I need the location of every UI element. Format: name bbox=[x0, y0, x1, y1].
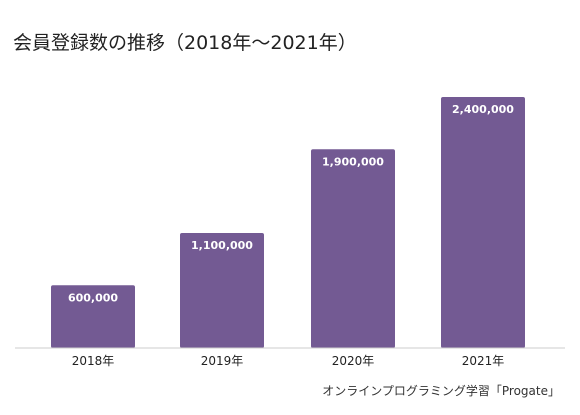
value-label-3: 1,900,000 bbox=[322, 155, 384, 168]
bar-2 bbox=[180, 232, 264, 348]
value-label-4: 2,400,000 bbox=[452, 103, 514, 116]
chart-title: 会員登録数の推移（2018年〜2021年） bbox=[13, 32, 357, 54]
source-note: オンラインプログラミング学習「Progate」 bbox=[322, 384, 560, 398]
x-tick-label-4: 2021年 bbox=[462, 354, 505, 368]
x-tick-label-3: 2020年 bbox=[332, 354, 375, 368]
value-label-2: 1,100,000 bbox=[191, 239, 253, 252]
bars-layer bbox=[51, 97, 525, 348]
value-label-1: 600,000 bbox=[68, 291, 118, 304]
x-tick-label-2: 2019年 bbox=[201, 354, 244, 368]
x-tick-label-1: 2018年 bbox=[72, 354, 115, 368]
bar-4 bbox=[441, 97, 525, 348]
labels-layer: 600,000 2018年 1,100,000 2019年 1,900,000 2020年… bbox=[68, 103, 514, 368]
bar-1 bbox=[51, 285, 135, 348]
bar-3 bbox=[311, 149, 395, 348]
